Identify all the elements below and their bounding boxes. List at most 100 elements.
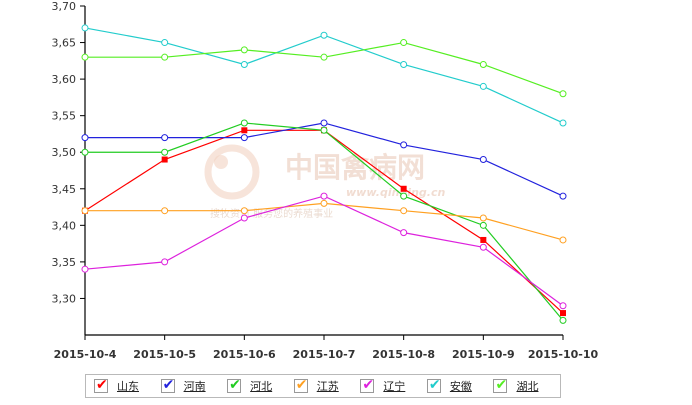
x-tick-label: 2015-10-4 (54, 348, 117, 361)
checkmark-icon: ✔ (96, 377, 108, 393)
data-point[interactable] (81, 24, 89, 32)
data-point[interactable] (479, 214, 487, 222)
data-point[interactable] (560, 310, 566, 317)
legend-label: 河北 (250, 380, 273, 393)
data-point[interactable] (320, 126, 328, 134)
data-point[interactable] (241, 127, 248, 134)
y-axis-ticks: 3,30 3,35 3,40 3,45 3,50 3,55 3,60 3,65 3,70 (52, 0, 85, 305)
legend: ✔ 山东 ✔ 河南 ✔ 河北 ✔ 江苏 ✔ 辽宁 ✔ 安徽 ✔ 湖北 (85, 374, 561, 398)
x-tick-label: 2015-10-9 (452, 348, 515, 361)
y-tick-label: 3,70 (52, 0, 77, 13)
checkmark-icon: ✔ (362, 377, 375, 393)
legend-item-1[interactable]: ✔ 山东 (94, 376, 161, 396)
data-point[interactable] (320, 53, 328, 61)
x-tick-label: 2015-10-8 (372, 348, 435, 361)
legend-item-4[interactable]: ✔ 江苏 (293, 376, 361, 396)
data-point[interactable] (161, 148, 169, 156)
checkmark-icon: ✔ (295, 377, 308, 393)
data-point[interactable] (400, 207, 408, 215)
data-point[interactable] (161, 156, 168, 163)
legend-checkbox[interactable]: ✔ (227, 377, 242, 393)
series-4 (81, 199, 567, 244)
y-tick-label: 3,60 (52, 73, 77, 86)
data-point[interactable] (479, 221, 487, 229)
legend-checkbox[interactable]: ✔ (94, 377, 108, 393)
data-point[interactable] (240, 60, 248, 68)
series-3 (81, 119, 567, 324)
legend-item-3[interactable]: ✔ 河北 (227, 376, 294, 396)
data-point[interactable] (81, 207, 89, 215)
data-point[interactable] (559, 192, 567, 200)
series-5 (81, 192, 567, 310)
legend-checkbox[interactable]: ✔ (293, 377, 308, 393)
data-point[interactable] (161, 258, 169, 266)
data-point[interactable] (240, 214, 248, 222)
data-point[interactable] (320, 119, 328, 127)
data-point[interactable] (480, 236, 487, 243)
data-point[interactable] (81, 53, 89, 61)
data-point[interactable] (479, 243, 487, 251)
legend-checkbox[interactable]: ✔ (426, 377, 441, 393)
checkmark-icon: ✔ (229, 377, 241, 393)
data-point[interactable] (240, 119, 248, 127)
data-point[interactable] (81, 134, 89, 142)
data-point[interactable] (161, 53, 169, 61)
data-point[interactable] (161, 134, 169, 142)
legend-checkbox[interactable]: ✔ (160, 377, 175, 393)
x-axis-ticks: 2015-10-4 2015-10-5 2015-10-6 2015-10-7 2015… (54, 335, 599, 361)
data-point[interactable] (400, 229, 408, 237)
legend-label: 江苏 (316, 380, 339, 393)
legend-item-7[interactable]: ✔ 湖北 (493, 376, 560, 396)
data-point[interactable] (320, 192, 328, 200)
data-point[interactable] (240, 46, 248, 54)
y-tick-label: 3,35 (52, 256, 77, 269)
data-point[interactable] (479, 82, 487, 90)
y-tick-label: 3,45 (52, 183, 77, 196)
legend-checkbox[interactable]: ✔ (360, 377, 375, 393)
data-point[interactable] (559, 302, 567, 310)
data-point[interactable] (400, 60, 408, 68)
data-point[interactable] (320, 31, 328, 39)
data-point[interactable] (559, 236, 567, 244)
data-point[interactable] (559, 119, 567, 127)
data-point[interactable] (400, 185, 407, 192)
data-point[interactable] (400, 141, 408, 149)
legend-label: 湖北 (516, 380, 539, 393)
series-7 (81, 39, 567, 98)
data-point[interactable] (400, 192, 408, 200)
legend-item-2[interactable]: ✔ 河南 (160, 376, 228, 396)
watermark-slogan: 搜牧资讯 服务您的养殖事业 (210, 207, 333, 220)
data-point[interactable] (559, 316, 567, 324)
data-point[interactable] (559, 90, 567, 98)
data-point[interactable] (479, 60, 487, 68)
y-tick-label: 3,65 (52, 37, 77, 50)
legend-checkbox[interactable]: ✔ (493, 377, 508, 393)
data-point[interactable] (81, 265, 89, 273)
data-point[interactable] (81, 148, 89, 156)
series-2 (81, 119, 567, 200)
legend-label: 山东 (117, 380, 139, 393)
legend-label: 辽宁 (383, 380, 406, 393)
data-point[interactable] (400, 39, 408, 47)
legend-item-6[interactable]: ✔ 安徽 (426, 376, 494, 396)
data-point[interactable] (240, 207, 248, 215)
checkmark-icon: ✔ (495, 377, 508, 393)
x-tick-label: 2015-10-10 (528, 348, 599, 361)
data-point[interactable] (161, 207, 169, 215)
checkmark-icon: ✔ (428, 377, 441, 393)
data-point[interactable] (161, 39, 169, 47)
data-point[interactable] (320, 199, 328, 207)
data-point[interactable] (240, 134, 248, 142)
x-tick-label: 2015-10-7 (293, 348, 356, 361)
legend-label: 河南 (183, 380, 206, 393)
x-tick-label: 2015-10-5 (133, 348, 196, 361)
y-tick-label: 3,55 (52, 110, 77, 123)
watermark-url: www.qinbing.cn (346, 186, 445, 199)
series-line (85, 41, 564, 95)
y-tick-label: 3,30 (52, 292, 77, 305)
legend-label: 安徽 (449, 380, 472, 393)
legend-item-5[interactable]: ✔ 辽宁 (360, 376, 427, 396)
data-point[interactable] (479, 156, 487, 164)
